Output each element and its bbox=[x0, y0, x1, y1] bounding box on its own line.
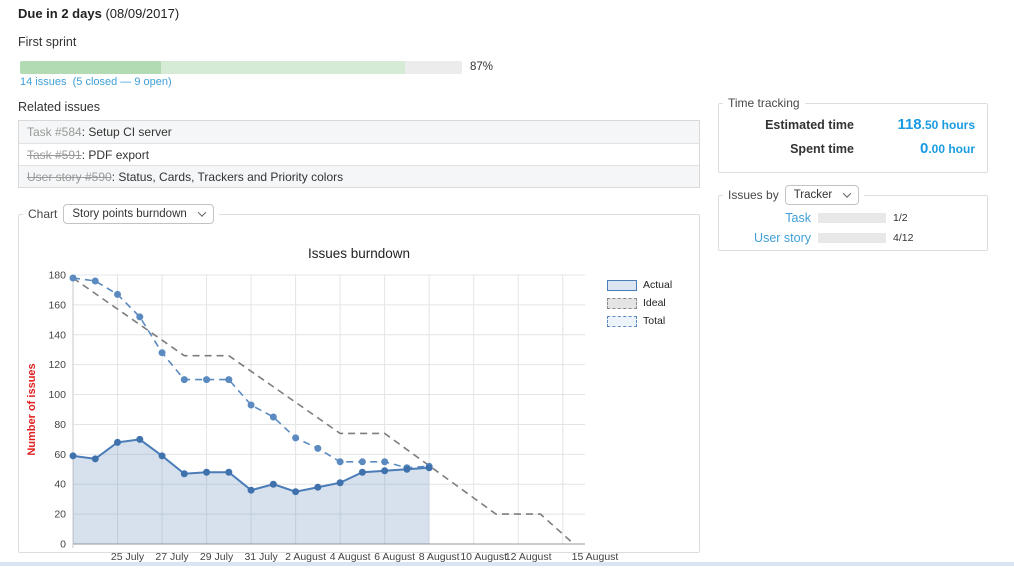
svg-text:40: 40 bbox=[54, 479, 66, 491]
svg-text:140: 140 bbox=[48, 329, 66, 341]
legend-item-ideal: Ideal bbox=[607, 294, 672, 312]
svg-text:160: 160 bbox=[48, 299, 66, 311]
svg-text:29 July: 29 July bbox=[200, 551, 234, 563]
burndown-chart: 0 20 40 60 80 100 120 140 160 180 25 July 27 July 29… bbox=[19, 238, 699, 568]
issue-link[interactable]: User story #590 bbox=[27, 170, 112, 184]
estimated-time-row: Estimated time 118.50 hours bbox=[719, 116, 987, 134]
due-in-label: Due in 2 days bbox=[18, 6, 102, 21]
tracker-row-task: Task 1/2 bbox=[719, 211, 987, 225]
chevron-down-icon bbox=[197, 208, 207, 217]
related-issues-heading: Related issues bbox=[18, 100, 100, 114]
issues-by-panel: Issues by Tracker Task 1/2 User story 4/… bbox=[718, 185, 988, 251]
tracker-row-user-story: User story 4/12 bbox=[719, 231, 987, 245]
svg-text:31 July: 31 July bbox=[244, 551, 278, 563]
issues-by-label: Issues by bbox=[728, 188, 779, 202]
legend-label: Actual bbox=[643, 279, 673, 291]
total-swatch-icon bbox=[607, 315, 637, 327]
svg-text:80: 80 bbox=[54, 419, 66, 431]
svg-text:60: 60 bbox=[54, 449, 66, 461]
svg-text:100: 100 bbox=[48, 389, 66, 401]
issues-by-select[interactable]: Tracker bbox=[784, 185, 860, 205]
estimated-time-label: Estimated time bbox=[765, 118, 854, 132]
time-tracking-panel: Time tracking Estimated time 118.50 hour… bbox=[718, 96, 988, 173]
chart-panel-label: Chart bbox=[28, 207, 58, 221]
issues-summary: 14 issues (5 closed — 9 open) bbox=[20, 76, 172, 88]
issue-subject: : Status, Cards, Trackers and Priority c… bbox=[111, 170, 344, 184]
table-row[interactable]: Task #584: Setup CI server bbox=[19, 121, 699, 143]
svg-text:15 August: 15 August bbox=[572, 551, 619, 563]
task-count: 1/2 bbox=[893, 212, 908, 224]
spent-time-value[interactable]: 0.00 hour bbox=[919, 140, 975, 157]
legend-item-actual: Actual bbox=[607, 276, 672, 294]
task-progress-bar bbox=[818, 213, 886, 223]
sprint-progress-bar bbox=[20, 61, 462, 74]
issue-link[interactable]: Task #591 bbox=[27, 148, 82, 162]
burndown-chart-svg: 0 20 40 60 80 100 120 140 160 180 25 July 27 July 29… bbox=[26, 246, 619, 563]
progress-percent-label: 87% bbox=[470, 61, 494, 73]
spent-time-label: Spent time bbox=[790, 142, 854, 156]
svg-text:180: 180 bbox=[48, 270, 66, 282]
svg-text:20: 20 bbox=[54, 509, 66, 521]
svg-text:27 July: 27 July bbox=[155, 551, 189, 563]
legend-item-total: Total bbox=[607, 312, 672, 330]
chart-type-select[interactable]: Story points burndown bbox=[63, 204, 214, 224]
progress-closed-segment bbox=[20, 61, 162, 74]
sprint-name: First sprint bbox=[18, 35, 77, 49]
table-row[interactable]: User story #590: Status, Cards, Trackers… bbox=[19, 165, 699, 187]
issue-link[interactable]: Task #584 bbox=[27, 125, 82, 139]
svg-text:Issues burndown: Issues burndown bbox=[308, 246, 410, 261]
progress-done-segment bbox=[161, 61, 405, 74]
issues-count-link[interactable]: 14 issues bbox=[20, 76, 67, 88]
due-date: (08/09/2017) bbox=[105, 6, 180, 21]
svg-text:120: 120 bbox=[48, 359, 66, 371]
issues-by-selected-value: Tracker bbox=[793, 189, 833, 201]
svg-text:0: 0 bbox=[60, 539, 66, 551]
svg-text:6 August: 6 August bbox=[374, 551, 415, 563]
user-story-count: 4/12 bbox=[893, 232, 914, 244]
tracker-task-link[interactable]: Task bbox=[785, 211, 811, 225]
bottom-divider bbox=[0, 562, 1014, 566]
issue-subject: : Setup CI server bbox=[81, 125, 172, 139]
related-issues-table: Task #584: Setup CI server Task #591: PD… bbox=[18, 120, 700, 188]
chart-type-selected-value: Story points burndown bbox=[72, 208, 187, 220]
issue-subject: : PDF export bbox=[81, 148, 150, 162]
user-story-progress-bar bbox=[818, 233, 886, 243]
time-tracking-label: Time tracking bbox=[728, 96, 800, 110]
svg-text:12 August: 12 August bbox=[505, 551, 552, 563]
tracker-user-story-link[interactable]: User story bbox=[754, 231, 811, 245]
spent-time-row: Spent time 0.00 hour bbox=[719, 140, 987, 158]
legend-label: Total bbox=[643, 315, 666, 327]
svg-text:Number of issues: Number of issues bbox=[26, 363, 38, 455]
legend-label: Ideal bbox=[643, 297, 666, 309]
svg-text:25 July: 25 July bbox=[111, 551, 145, 563]
svg-text:2 August: 2 August bbox=[285, 551, 326, 563]
actual-swatch-icon bbox=[607, 279, 637, 291]
page-title: Due in 2 days (08/09/2017) bbox=[18, 6, 179, 21]
issues-open-closed-link[interactable]: (5 closed — 9 open) bbox=[72, 76, 172, 88]
chart-panel: Chart Story points burndown 0 20 40 60 80 100… bbox=[18, 204, 700, 563]
estimated-time-value[interactable]: 118.50 hours bbox=[897, 116, 975, 133]
table-row[interactable]: Task #591: PDF export bbox=[19, 143, 699, 165]
chart-legend: Actual Ideal Total bbox=[607, 276, 672, 330]
svg-text:4 August: 4 August bbox=[330, 551, 371, 563]
ideal-swatch-icon bbox=[607, 297, 637, 309]
svg-text:8 August: 8 August bbox=[419, 551, 460, 563]
svg-text:10 August: 10 August bbox=[460, 551, 507, 563]
chevron-down-icon bbox=[843, 189, 852, 198]
